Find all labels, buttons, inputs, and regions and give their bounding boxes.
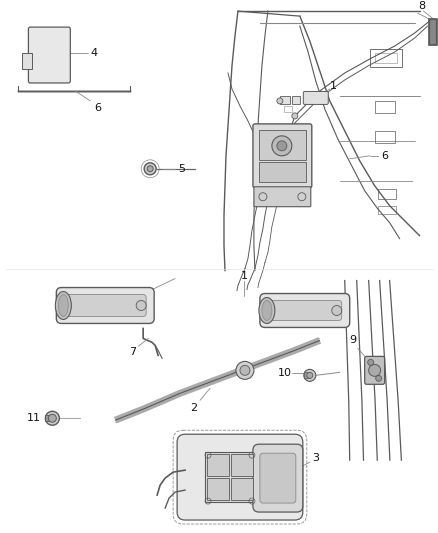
Bar — [205, 452, 257, 502]
FancyBboxPatch shape — [253, 124, 312, 188]
Text: 2: 2 — [191, 403, 198, 413]
Circle shape — [304, 369, 316, 381]
Bar — [231, 454, 253, 476]
Text: 5: 5 — [179, 164, 186, 174]
FancyBboxPatch shape — [253, 444, 303, 512]
Circle shape — [367, 359, 374, 365]
Ellipse shape — [259, 297, 275, 324]
Circle shape — [369, 365, 381, 376]
Circle shape — [376, 375, 381, 381]
Circle shape — [36, 41, 44, 49]
Bar — [46, 415, 53, 421]
Ellipse shape — [55, 292, 71, 319]
Bar — [259, 162, 306, 182]
FancyBboxPatch shape — [365, 357, 385, 384]
Text: 6: 6 — [381, 151, 388, 161]
Circle shape — [292, 113, 298, 119]
Circle shape — [48, 414, 57, 422]
Bar — [427, 18, 437, 45]
Circle shape — [147, 166, 153, 172]
Bar — [259, 130, 306, 160]
Text: 3: 3 — [312, 453, 319, 463]
Bar — [292, 96, 300, 104]
Circle shape — [332, 305, 342, 316]
FancyBboxPatch shape — [64, 295, 146, 317]
Bar — [374, 131, 395, 143]
Bar — [378, 206, 396, 214]
Text: 10: 10 — [278, 368, 292, 378]
Bar — [280, 96, 290, 104]
Bar — [22, 53, 32, 69]
Text: 1: 1 — [240, 271, 247, 280]
Circle shape — [46, 411, 59, 425]
Text: 1: 1 — [330, 81, 337, 91]
Bar — [370, 49, 402, 67]
Ellipse shape — [58, 295, 68, 317]
Bar — [304, 373, 310, 378]
Bar — [374, 101, 395, 113]
Circle shape — [277, 98, 283, 104]
FancyBboxPatch shape — [260, 453, 296, 503]
Circle shape — [136, 301, 146, 311]
Circle shape — [240, 365, 250, 375]
Circle shape — [43, 51, 53, 61]
Circle shape — [277, 141, 287, 151]
Bar — [374, 53, 397, 63]
Bar — [207, 478, 229, 500]
Bar — [428, 19, 435, 44]
Bar — [231, 478, 253, 500]
Bar — [378, 189, 396, 199]
FancyBboxPatch shape — [28, 27, 71, 83]
FancyBboxPatch shape — [304, 92, 328, 104]
Bar — [207, 454, 229, 476]
FancyBboxPatch shape — [260, 294, 350, 327]
FancyBboxPatch shape — [177, 434, 303, 520]
Circle shape — [55, 42, 61, 48]
Circle shape — [236, 361, 254, 379]
Text: 8: 8 — [418, 1, 425, 11]
Text: 11: 11 — [26, 413, 40, 423]
Circle shape — [144, 163, 156, 175]
Text: 9: 9 — [349, 335, 356, 345]
Circle shape — [23, 57, 32, 65]
FancyBboxPatch shape — [268, 301, 342, 320]
Circle shape — [307, 373, 313, 378]
Bar — [284, 106, 292, 112]
Circle shape — [272, 136, 292, 156]
Text: 7: 7 — [129, 348, 136, 358]
FancyBboxPatch shape — [254, 187, 311, 207]
Text: 4: 4 — [91, 48, 98, 58]
Ellipse shape — [262, 301, 272, 320]
Text: 6: 6 — [94, 103, 101, 113]
FancyBboxPatch shape — [57, 287, 154, 324]
